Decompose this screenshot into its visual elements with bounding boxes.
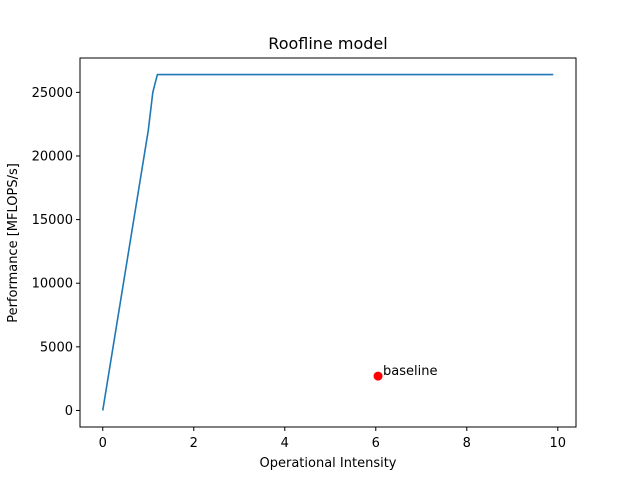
plot-area: baseline	[101, 73, 554, 411]
chart-title: Roofline model	[268, 34, 387, 53]
x-axis-label: Operational Intensity	[260, 456, 397, 471]
baseline-point	[373, 371, 383, 381]
y-tick-label: 5000	[40, 340, 73, 355]
x-tick-label: 6	[372, 436, 380, 451]
y-axis-ticks: 0 5000 10000 15000 20000 25000	[32, 86, 80, 419]
x-tick-label: 8	[463, 436, 471, 451]
baseline-point-label: baseline	[383, 364, 437, 379]
roofline-series-line	[101, 73, 554, 411]
x-tick-label: 4	[281, 436, 289, 451]
y-tick-label: 10000	[32, 277, 73, 292]
y-tick-label: 15000	[32, 213, 73, 228]
x-tick-label: 10	[550, 436, 567, 451]
x-tick-label: 0	[99, 436, 107, 451]
y-tick-label: 0	[65, 404, 73, 419]
y-axis-label: Performance [MFLOPS/s]	[6, 163, 21, 323]
x-tick-label: 2	[190, 436, 198, 451]
y-tick-label: 25000	[32, 86, 73, 101]
axes-frame	[79, 57, 577, 428]
y-tick-label: 20000	[32, 149, 73, 164]
x-axis-ticks: 0 2 4 6 8 10	[99, 427, 566, 451]
